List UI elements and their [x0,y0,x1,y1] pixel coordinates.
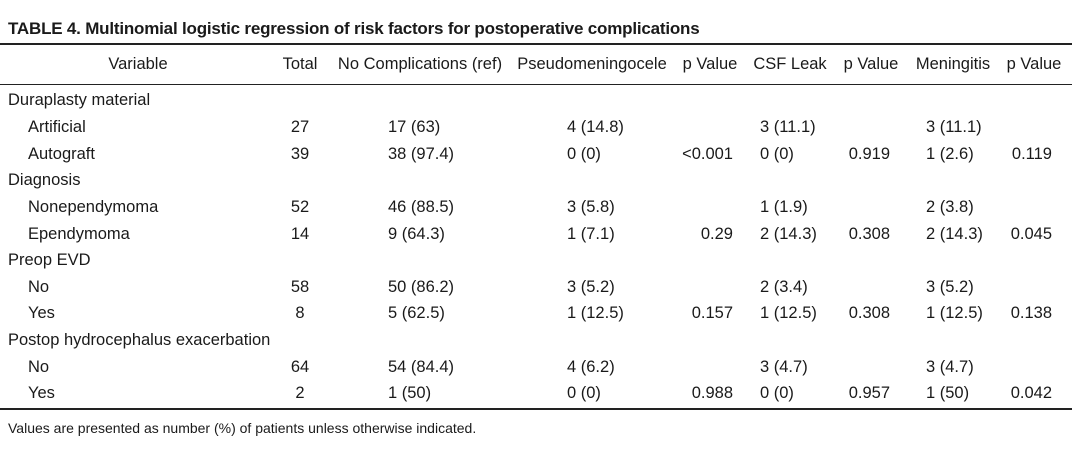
cell-p-value-3: 0.042 [1010,384,1052,402]
cell-pseudomeningocele: 0 (0) [567,145,601,163]
cell-p-value-2: 0.957 [848,384,890,402]
header-variable: Variable [108,55,168,73]
cell-meningitis: 3 (11.1) [926,118,982,136]
table-footnote: Values are presented as number (%) of pa… [8,420,477,436]
cell-pseudomeningocele: 3 (5.8) [567,198,615,216]
row-label: Autograft [28,145,95,163]
group-label: Duraplasty material [8,91,151,109]
cell-csf-leak: 0 (0) [760,145,794,163]
cell-p-value-2: 0.308 [848,225,890,243]
cell-total: 27 [290,118,310,136]
cell-meningitis: 1 (2.6) [926,145,974,163]
cell-csf-leak: 3 (11.1) [760,118,816,136]
cell-meningitis: 2 (14.3) [926,225,983,243]
header-csf-leak: CSF Leak [753,55,827,73]
row-label: Artificial [28,118,86,136]
cell-csf-leak: 0 (0) [760,384,794,402]
cell-csf-leak: 2 (14.3) [760,225,817,243]
cell-p-value-3: 0.138 [1010,304,1052,322]
cell-meningitis: 1 (12.5) [926,304,983,322]
table-top-rule [0,43,1072,45]
cell-total: 64 [290,358,310,376]
cell-meningitis: 3 (5.2) [926,278,974,296]
cell-no-complications: 9 (64.3) [388,225,445,243]
header-total: Total [282,55,318,73]
cell-pseudomeningocele: 3 (5.2) [567,278,615,296]
cell-no-complications: 5 (62.5) [388,304,445,322]
cell-no-complications: 38 (97.4) [388,145,455,163]
row-label: Yes [28,384,55,402]
header-pseudomeningocele: Pseudomeningocele [517,55,667,73]
header-p-value-3: p Value [1006,55,1062,73]
row-label: Yes [28,304,55,322]
cell-no-complications: 17 (63) [388,118,441,136]
cell-no-complications: 1 (50) [388,384,432,402]
row-label: Ependymoma [28,225,130,243]
cell-p-value-3: 0.045 [1010,225,1052,243]
cell-p-value-1: 0.29 [700,225,733,243]
header-rule [0,84,1072,85]
cell-csf-leak: 2 (3.4) [760,278,808,296]
cell-no-complications: 50 (86.2) [388,278,455,296]
cell-p-value-1: 0.988 [691,384,733,402]
cell-meningitis: 2 (3.8) [926,198,974,216]
table-title: TABLE 4. Multinomial logistic regression… [8,19,700,38]
group-label: Preop EVD [8,251,91,269]
cell-total: 58 [290,278,310,296]
header-no-complications: No Complications (ref) [337,55,503,73]
cell-total: 52 [290,198,310,216]
cell-total: 14 [290,225,310,243]
row-label: Nonependymoma [28,198,159,216]
cell-p-value-1: <0.001 [682,145,733,163]
cell-p-value-1: 0.157 [691,304,733,322]
cell-pseudomeningocele: 4 (6.2) [567,358,615,376]
cell-total: 39 [290,145,310,163]
cell-meningitis: 3 (4.7) [926,358,974,376]
table-bottom-rule [0,408,1072,410]
cell-p-value-3: 0.119 [1011,145,1052,163]
cell-no-complications: 46 (88.5) [388,198,455,216]
cell-csf-leak: 3 (4.7) [760,358,808,376]
header-p-value-1: p Value [682,55,738,73]
cell-pseudomeningocele: 1 (7.1) [567,225,615,243]
row-label: No [28,358,50,376]
cell-pseudomeningocele: 4 (14.8) [567,118,624,136]
cell-csf-leak: 1 (1.9) [760,198,808,216]
row-label: No [28,278,50,296]
cell-pseudomeningocele: 1 (12.5) [567,304,624,322]
cell-p-value-2: 0.919 [848,145,890,163]
cell-no-complications: 54 (84.4) [388,358,455,376]
cell-p-value-2: 0.308 [848,304,890,322]
cell-csf-leak: 1 (12.5) [760,304,817,322]
group-label: Diagnosis [8,171,81,189]
group-label: Postop hydrocephalus exacerbation [8,331,271,349]
header-meningitis: Meningitis [915,55,991,73]
cell-pseudomeningocele: 0 (0) [567,384,601,402]
cell-total: 2 [295,384,305,402]
cell-total: 8 [295,304,305,322]
cell-meningitis: 1 (50) [926,384,970,402]
header-p-value-2: p Value [843,55,899,73]
